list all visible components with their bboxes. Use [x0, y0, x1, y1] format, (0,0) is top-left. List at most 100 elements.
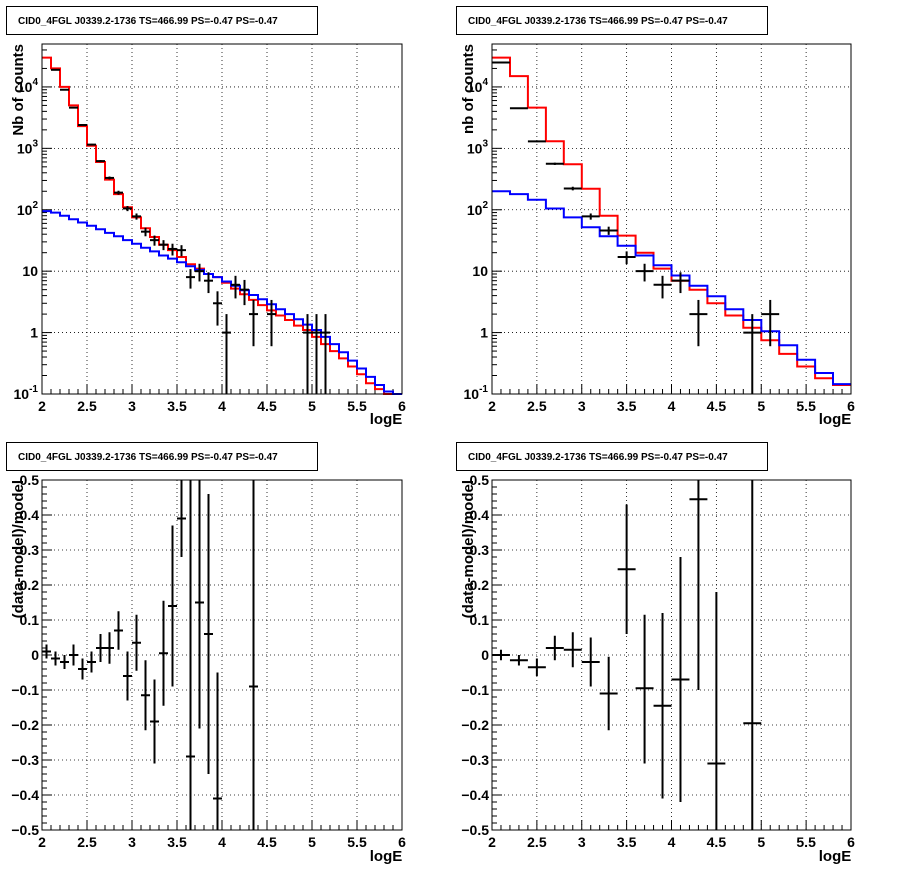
chart-title: CID0_4FGL J0339.2-1736 TS=466.99 PS=-0.4…: [18, 452, 278, 463]
data-point: [186, 269, 195, 289]
data-point: [321, 314, 330, 394]
y-tick-label: 103: [467, 138, 489, 156]
plot-frame: [491, 479, 852, 831]
data-point: [123, 651, 132, 701]
data-point: [545, 635, 564, 661]
x-tick-label: 2.5: [77, 834, 97, 850]
data-point: [168, 525, 177, 687]
data-point: [105, 632, 114, 664]
data-point: [195, 263, 204, 282]
data-point: [222, 314, 231, 394]
data-point: [509, 655, 528, 666]
x-tick-label: 3: [128, 398, 136, 414]
data-point: [69, 106, 78, 109]
y-tick-label: −0.1: [11, 682, 39, 698]
x-tick-label: 5.5: [796, 398, 816, 414]
x-tick-label: 6: [847, 834, 855, 850]
data-point: [527, 658, 546, 676]
y-tick-label: −0.2: [11, 717, 39, 733]
y-axis-label: Nb of counts: [10, 44, 27, 136]
data-point: [141, 660, 150, 731]
x-tick-label: 2.5: [527, 398, 547, 414]
x-tick-label: 6: [398, 834, 406, 850]
y-tick-label: 0.3: [470, 542, 490, 558]
x-tick-label: 2: [38, 398, 46, 414]
data-point: [114, 611, 123, 650]
y-tick-label: 102: [17, 200, 39, 218]
data-point: [159, 240, 168, 251]
x-tick-label: 2: [488, 398, 496, 414]
data-point: [617, 251, 636, 265]
x-tick-label: 6: [847, 398, 855, 414]
data-point: [231, 275, 240, 299]
y-tick-label: −0.3: [461, 752, 489, 768]
y-tick-label: 0.1: [20, 612, 40, 628]
x-tick-label: 2: [38, 834, 46, 850]
y-tick-label: −0.2: [461, 717, 489, 733]
data-point: [581, 637, 600, 687]
data-point: [240, 279, 249, 306]
x-tick-label: 5: [757, 398, 765, 414]
data-point: [492, 649, 510, 661]
data-point: [545, 162, 564, 165]
x-tick-label: 3: [578, 834, 586, 850]
data-point: [653, 275, 672, 299]
x-tick-label: 5: [308, 834, 316, 850]
plot-frame: [41, 43, 403, 395]
chart-title-box: [6, 6, 318, 35]
y-axis-label: nb of counts: [460, 44, 477, 134]
data-point: [249, 299, 258, 347]
data-point: [78, 123, 87, 126]
y-tick-label: 0.2: [470, 577, 490, 593]
y-tick-label: 104: [17, 77, 39, 95]
y-tick-label: 10: [472, 263, 488, 279]
data-point: [159, 600, 168, 706]
chart-title-box: [6, 442, 318, 471]
data-point: [51, 651, 60, 666]
data-point: [563, 186, 582, 191]
y-tick-label: 0.3: [20, 542, 40, 558]
x-tick-label: 4: [218, 398, 226, 414]
x-tick-label: 2.5: [77, 398, 97, 414]
data-point: [707, 592, 726, 830]
data-point: [186, 480, 195, 830]
x-tick-label: 2.5: [527, 834, 547, 850]
chart-panel-2: CID0_4FGL J0339.2-1736 TS=466.99 PS=-0.4…: [456, 6, 855, 428]
data-point: [96, 634, 105, 662]
y-axis-label: (data-model)/model: [10, 480, 27, 618]
data-point: [105, 176, 114, 180]
x-tick-label: 3: [578, 398, 586, 414]
data-point: [141, 227, 150, 237]
x-tick-label: 4: [668, 834, 676, 850]
x-tick-label: 4.5: [707, 398, 727, 414]
data-point: [150, 235, 159, 246]
y-tick-label: −0.3: [11, 752, 39, 768]
data-point: [87, 651, 96, 673]
y-tick-label: 0.5: [470, 472, 490, 488]
x-tick-label: 3: [128, 834, 136, 850]
data-point: [96, 160, 105, 163]
data-point: [114, 190, 123, 195]
data-point: [527, 140, 546, 143]
data-point: [249, 480, 258, 830]
chart-title: CID0_4FGL J0339.2-1736 TS=466.99 PS=-0.4…: [468, 16, 728, 27]
data-point: [563, 632, 582, 668]
x-tick-label: 4.5: [257, 398, 277, 414]
data-point: [312, 314, 321, 394]
chart-title: CID0_4FGL J0339.2-1736 TS=466.99 PS=-0.4…: [18, 16, 278, 27]
data-point: [743, 314, 762, 394]
data-point: [761, 299, 780, 347]
x-tick-label: 3.5: [167, 834, 187, 850]
data-point: [69, 644, 78, 666]
data-point: [213, 291, 222, 326]
y-tick-label: −0.1: [461, 682, 489, 698]
y-tick-label: −0.4: [11, 787, 39, 803]
x-tick-label: 5.5: [347, 834, 367, 850]
y-tick-label: 0: [481, 647, 489, 663]
plot-frame: [41, 479, 403, 831]
data-point: [599, 226, 618, 235]
x-axis-label: logE: [819, 411, 852, 428]
chart-panel-1: CID0_4FGL J0339.2-1736 TS=466.99 PS=-0.4…: [6, 6, 406, 428]
data-point: [87, 143, 96, 146]
